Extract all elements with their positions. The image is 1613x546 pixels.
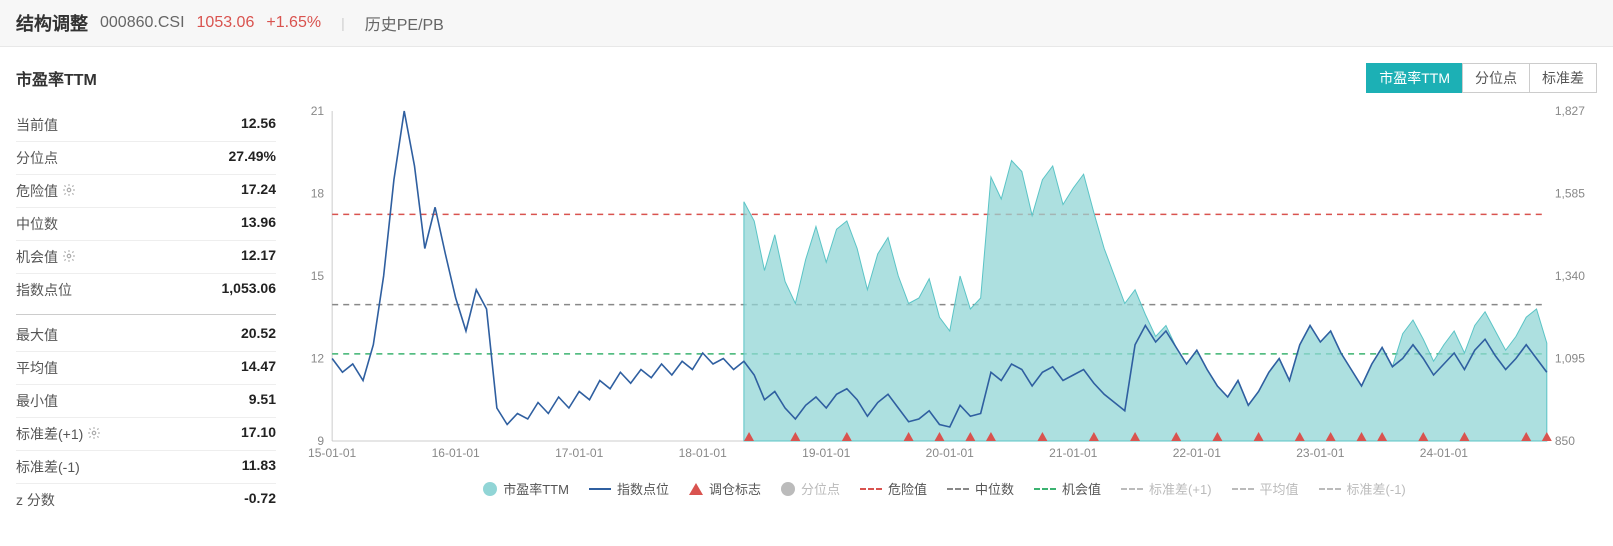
svg-text:20-01-01: 20-01-01 <box>926 446 975 460</box>
legend-item-7[interactable]: 标准差(+1) <box>1121 479 1211 498</box>
stats-value: 12.56 <box>241 115 276 135</box>
legend-item-8[interactable]: 平均值 <box>1232 479 1299 498</box>
stats-value: 9.51 <box>249 391 276 411</box>
legend-item-9[interactable]: 标准差(-1) <box>1319 479 1406 498</box>
main-content: 当前值 12.56 分位点 27.49% 危险值 17.24 中位数 13.96 机会值 12.1… <box>0 101 1613 524</box>
gear-icon[interactable] <box>62 183 76 200</box>
stats-row: z 分数 -0.72 <box>16 483 276 516</box>
stats-value: 11.83 <box>242 457 276 477</box>
legend-item-4[interactable]: 危险值 <box>860 479 927 498</box>
metric-tab-2[interactable]: 标准差 <box>1529 63 1597 93</box>
legend-item-6[interactable]: 机会值 <box>1034 479 1101 498</box>
stats-label: 标准差(-1) <box>16 457 80 477</box>
stats-label: 最小值 <box>16 391 58 411</box>
legend-item-1[interactable]: 指数点位 <box>589 479 669 498</box>
index-code: 000860.CSI <box>100 14 185 32</box>
chart-wrap: 9121518218501,0951,3401,5851,82715-01-01… <box>292 101 1597 516</box>
stats-row: 最小值 9.51 <box>16 384 276 417</box>
metric-tab-0[interactable]: 市盈率TTM <box>1366 63 1463 93</box>
stats-row: 标准差(+1) 17.10 <box>16 417 276 450</box>
stats-row: 指数点位 1,053.06 <box>16 273 276 306</box>
stats-row: 当前值 12.56 <box>16 109 276 141</box>
separator: | <box>341 15 345 31</box>
stats-label: 危险值 <box>16 181 76 201</box>
svg-text:12: 12 <box>311 352 325 366</box>
stats-label: 中位数 <box>16 214 58 234</box>
stats-value: 1,053.06 <box>222 280 277 300</box>
svg-text:21-01-01: 21-01-01 <box>1049 446 1098 460</box>
svg-text:1,095: 1,095 <box>1555 352 1585 366</box>
stats-value: 12.17 <box>241 247 276 267</box>
chart-title: 市盈率TTM <box>16 66 97 90</box>
stats-value: -0.72 <box>244 490 276 510</box>
stats-row: 最大值 20.52 <box>16 314 276 351</box>
svg-text:24-01-01: 24-01-01 <box>1420 446 1469 460</box>
index-name[interactable]: 结构调整 <box>16 10 88 36</box>
stats-label: 机会值 <box>16 247 76 267</box>
stats-label: 分位点 <box>16 148 58 168</box>
legend-item-5[interactable]: 中位数 <box>947 479 1014 498</box>
svg-text:16-01-01: 16-01-01 <box>432 446 481 460</box>
legend-item-3[interactable]: 分位点 <box>781 479 840 498</box>
stats-label: 平均值 <box>16 358 58 378</box>
stats-value: 13.96 <box>241 214 276 234</box>
svg-text:18: 18 <box>311 187 325 201</box>
stats-value: 14.47 <box>241 358 276 378</box>
svg-text:23-01-01: 23-01-01 <box>1296 446 1345 460</box>
pe-chart[interactable]: 9121518218501,0951,3401,5851,82715-01-01… <box>292 101 1597 471</box>
stats-row: 分位点 27.49% <box>16 141 276 174</box>
index-price: 1053.06 <box>197 14 255 32</box>
stats-label: 最大值 <box>16 325 58 345</box>
metric-tabs: 市盈率TTM分位点标准差 <box>1367 63 1597 93</box>
stats-label: 当前值 <box>16 115 58 135</box>
metric-tab-1[interactable]: 分位点 <box>1462 63 1530 93</box>
gear-icon[interactable] <box>87 426 101 443</box>
stats-value: 17.24 <box>241 181 276 201</box>
svg-text:15-01-01: 15-01-01 <box>308 446 357 460</box>
legend-item-0[interactable]: 市盈率TTM <box>483 479 569 498</box>
chart-legend: 市盈率TTM 指数点位 调仓标志 分位点 危险值 中位数 机会值 标准差(+1) 平均值 标准差(… <box>292 471 1597 498</box>
svg-text:15: 15 <box>311 269 325 283</box>
subheader: 市盈率TTM 市盈率TTM分位点标准差 <box>0 47 1613 101</box>
svg-text:1,585: 1,585 <box>1555 187 1585 201</box>
legend-item-2[interactable]: 调仓标志 <box>689 479 761 498</box>
stats-panel: 当前值 12.56 分位点 27.49% 危险值 17.24 中位数 13.96 机会值 12.1… <box>16 101 276 516</box>
stats-label: z 分数 <box>16 490 55 510</box>
index-change: +1.65% <box>266 14 321 32</box>
header-bar: 结构调整 000860.CSI 1053.06 +1.65% | 历史PE/PB <box>0 0 1613 47</box>
svg-text:17-01-01: 17-01-01 <box>555 446 604 460</box>
page-tab-pe-pb[interactable]: 历史PE/PB <box>365 11 444 35</box>
stats-value: 20.52 <box>241 325 276 345</box>
gear-icon[interactable] <box>62 249 76 266</box>
stats-row: 中位数 13.96 <box>16 207 276 240</box>
stats-value: 17.10 <box>241 424 276 444</box>
stats-label: 指数点位 <box>16 280 72 300</box>
svg-text:1,340: 1,340 <box>1555 269 1585 283</box>
stats-row: 平均值 14.47 <box>16 351 276 384</box>
svg-text:22-01-01: 22-01-01 <box>1173 446 1222 460</box>
svg-text:18-01-01: 18-01-01 <box>679 446 728 460</box>
stats-label: 标准差(+1) <box>16 424 101 444</box>
stats-row: 标准差(-1) 11.83 <box>16 450 276 483</box>
svg-text:850: 850 <box>1555 434 1575 448</box>
svg-text:21: 21 <box>311 104 325 118</box>
stats-row: 危险值 17.24 <box>16 174 276 207</box>
svg-text:19-01-01: 19-01-01 <box>802 446 851 460</box>
svg-text:1,827: 1,827 <box>1555 104 1585 118</box>
stats-value: 27.49% <box>229 148 276 168</box>
stats-row: 机会值 12.17 <box>16 240 276 273</box>
